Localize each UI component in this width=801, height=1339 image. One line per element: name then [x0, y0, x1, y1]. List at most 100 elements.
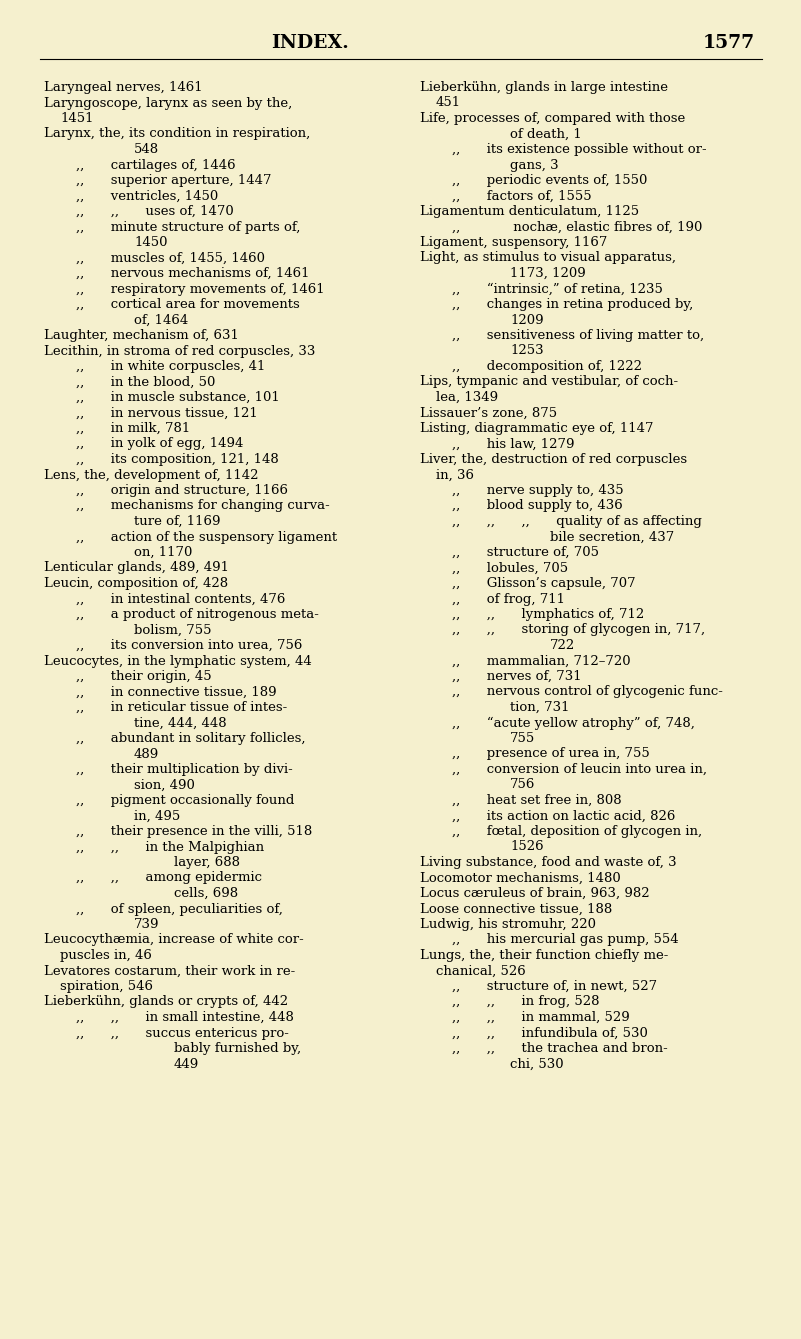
- Text: ,,  action of the suspensory ligament: ,, action of the suspensory ligament: [76, 530, 337, 544]
- Text: on, 1170: on, 1170: [134, 546, 192, 558]
- Text: puscles in, 46: puscles in, 46: [60, 949, 152, 961]
- Text: ,,  presence of urea in, 755: ,, presence of urea in, 755: [452, 747, 650, 761]
- Text: ,,  fœtal, deposition of glycogen in,: ,, fœtal, deposition of glycogen in,: [452, 825, 702, 838]
- Text: ,,  mammalian, 712–720: ,, mammalian, 712–720: [452, 655, 630, 668]
- Text: ,,  ,,  in frog, 528: ,, ,, in frog, 528: [452, 995, 599, 1008]
- Text: ,,  of spleen, peculiarities of,: ,, of spleen, peculiarities of,: [76, 902, 283, 916]
- Text: of death, 1: of death, 1: [510, 127, 582, 141]
- Text: Lissauer’s zone, 875: Lissauer’s zone, 875: [420, 407, 557, 419]
- Text: ,,  their origin, 45: ,, their origin, 45: [76, 670, 211, 683]
- Text: Liver, the, destruction of red corpuscles: Liver, the, destruction of red corpuscle…: [420, 453, 687, 466]
- Text: ,,  their presence in the villi, 518: ,, their presence in the villi, 518: [76, 825, 312, 838]
- Text: ,,  ,,  storing of glycogen in, 717,: ,, ,, storing of glycogen in, 717,: [452, 624, 705, 636]
- Text: 756: 756: [510, 778, 535, 791]
- Text: ,,  structure of, in newt, 527: ,, structure of, in newt, 527: [452, 980, 657, 994]
- Text: chi, 530: chi, 530: [510, 1058, 564, 1070]
- Text: ,,  respiratory movements of, 1461: ,, respiratory movements of, 1461: [76, 283, 324, 296]
- Text: Ludwig, his stromuhr, 220: Ludwig, his stromuhr, 220: [420, 919, 596, 931]
- Text: Laughter, mechanism of, 631: Laughter, mechanism of, 631: [44, 329, 239, 341]
- Text: ,,  nervous mechanisms of, 1461: ,, nervous mechanisms of, 1461: [76, 266, 309, 280]
- Text: Lens, the, development of, 1142: Lens, the, development of, 1142: [44, 469, 259, 482]
- Text: of, 1464: of, 1464: [134, 313, 188, 327]
- Text: Leucin, composition of, 428: Leucin, composition of, 428: [44, 577, 228, 590]
- Text: ,,  blood supply to, 436: ,, blood supply to, 436: [452, 499, 622, 513]
- Text: ture of, 1169: ture of, 1169: [134, 516, 220, 528]
- Text: Lecithin, in stroma of red corpuscles, 33: Lecithin, in stroma of red corpuscles, 3…: [44, 344, 316, 358]
- Text: ,,  abundant in solitary follicles,: ,, abundant in solitary follicles,: [76, 732, 305, 744]
- Text: 1577: 1577: [702, 33, 755, 52]
- Text: 755: 755: [510, 732, 535, 744]
- Text: bably furnished by,: bably furnished by,: [174, 1042, 301, 1055]
- Text: lea, 1349: lea, 1349: [436, 391, 498, 404]
- Text: 449: 449: [174, 1058, 199, 1070]
- Text: ,,  cortical area for movements: ,, cortical area for movements: [76, 299, 300, 311]
- Text: 1173, 1209: 1173, 1209: [510, 266, 586, 280]
- Text: ,,  his law, 1279: ,, his law, 1279: [452, 438, 574, 450]
- Text: spiration, 546: spiration, 546: [60, 980, 153, 994]
- Text: Life, processes of, compared with those: Life, processes of, compared with those: [420, 112, 685, 125]
- Text: ,,  its composition, 121, 148: ,, its composition, 121, 148: [76, 453, 279, 466]
- Text: 1451: 1451: [60, 112, 94, 125]
- Text: Listing, diagrammatic eye of, 1147: Listing, diagrammatic eye of, 1147: [420, 422, 654, 435]
- Text: in, 36: in, 36: [436, 469, 474, 482]
- Text: ,,  its action on lactic acid, 826: ,, its action on lactic acid, 826: [452, 810, 675, 822]
- Text: bolism, 755: bolism, 755: [134, 624, 211, 636]
- Text: layer, 688: layer, 688: [174, 856, 240, 869]
- Text: INDEX.: INDEX.: [271, 33, 349, 52]
- Text: ,,  superior aperture, 1447: ,, superior aperture, 1447: [76, 174, 272, 187]
- Text: in, 495: in, 495: [134, 810, 180, 822]
- Text: 451: 451: [436, 96, 461, 110]
- Text: ,,  ventricles, 1450: ,, ventricles, 1450: [76, 190, 218, 202]
- Text: tine, 444, 448: tine, 444, 448: [134, 716, 227, 730]
- Text: Lenticular glands, 489, 491: Lenticular glands, 489, 491: [44, 561, 229, 574]
- Text: Laryngeal nerves, 1461: Laryngeal nerves, 1461: [44, 80, 203, 94]
- Text: ,,  ,,  ,,  quality of as affecting: ,, ,, ,, quality of as affecting: [452, 516, 702, 528]
- Text: ,,  “intrinsic,” of retina, 1235: ,, “intrinsic,” of retina, 1235: [452, 283, 663, 296]
- Text: ,,  his mercurial gas pump, 554: ,, his mercurial gas pump, 554: [452, 933, 678, 947]
- Text: Locus cæruleus of brain, 963, 982: Locus cæruleus of brain, 963, 982: [420, 886, 650, 900]
- Text: ,,  ,,  the trachea and bron-: ,, ,, the trachea and bron-: [452, 1042, 668, 1055]
- Text: 1450: 1450: [134, 236, 167, 249]
- Text: ,,  ,,  in the Malpighian: ,, ,, in the Malpighian: [76, 841, 264, 853]
- Text: Ligament, suspensory, 1167: Ligament, suspensory, 1167: [420, 236, 607, 249]
- Text: ,,  cartilages of, 1446: ,, cartilages of, 1446: [76, 158, 235, 171]
- Text: Leucocytes, in the lymphatic system, 44: Leucocytes, in the lymphatic system, 44: [44, 655, 312, 668]
- Text: ,,  ,,  uses of, 1470: ,, ,, uses of, 1470: [76, 205, 234, 218]
- Text: ,,  conversion of leucin into urea in,: ,, conversion of leucin into urea in,: [452, 763, 707, 777]
- Text: cells, 698: cells, 698: [174, 886, 238, 900]
- Text: ,,  in the blood, 50: ,, in the blood, 50: [76, 375, 215, 388]
- Text: ,,  minute structure of parts of,: ,, minute structure of parts of,: [76, 221, 300, 233]
- Text: Leucocythæmia, increase of white cor-: Leucocythæmia, increase of white cor-: [44, 933, 304, 947]
- Text: 1526: 1526: [510, 841, 544, 853]
- Text: ,,  lobules, 705: ,, lobules, 705: [452, 561, 568, 574]
- Text: Larynx, the, its condition in respiration,: Larynx, the, its condition in respiratio…: [44, 127, 310, 141]
- Text: ,,  “acute yellow atrophy” of, 748,: ,, “acute yellow atrophy” of, 748,: [452, 716, 695, 730]
- Text: ,,  heat set free in, 808: ,, heat set free in, 808: [452, 794, 622, 807]
- Text: ,,  ,,  in small intestine, 448: ,, ,, in small intestine, 448: [76, 1011, 294, 1024]
- Text: 739: 739: [134, 919, 159, 931]
- Text: Lungs, the, their function chiefly me-: Lungs, the, their function chiefly me-: [420, 949, 668, 961]
- Text: ,,  factors of, 1555: ,, factors of, 1555: [452, 190, 592, 202]
- Text: ,,  ,,  in mammal, 529: ,, ,, in mammal, 529: [452, 1011, 630, 1024]
- Text: ,,  a product of nitrogenous meta-: ,, a product of nitrogenous meta-: [76, 608, 319, 621]
- Text: ,,  in milk, 781: ,, in milk, 781: [76, 422, 191, 435]
- Text: ,,  structure of, 705: ,, structure of, 705: [452, 546, 599, 558]
- Text: ,,  in yolk of egg, 1494: ,, in yolk of egg, 1494: [76, 438, 244, 450]
- Text: ,,  ,,  among epidermic: ,, ,, among epidermic: [76, 872, 262, 885]
- Text: ,,  ,,  infundibula of, 530: ,, ,, infundibula of, 530: [452, 1027, 648, 1039]
- Text: ,,  sensitiveness of living matter to,: ,, sensitiveness of living matter to,: [452, 329, 704, 341]
- Text: Levatores costarum, their work in re-: Levatores costarum, their work in re-: [44, 964, 296, 977]
- Text: ,,  nervous control of glycogenic func-: ,, nervous control of glycogenic func-: [452, 686, 723, 699]
- Text: ,,  ,,  succus entericus pro-: ,, ,, succus entericus pro-: [76, 1027, 289, 1039]
- Text: 722: 722: [550, 639, 575, 652]
- Text: ,,  in reticular tissue of intes-: ,, in reticular tissue of intes-: [76, 702, 288, 714]
- Text: Lieberkühn, glands in large intestine: Lieberkühn, glands in large intestine: [420, 80, 668, 94]
- Text: ,,  changes in retina produced by,: ,, changes in retina produced by,: [452, 299, 693, 311]
- Text: Lips, tympanic and vestibular, of coch-: Lips, tympanic and vestibular, of coch-: [420, 375, 678, 388]
- Text: Light, as stimulus to visual apparatus,: Light, as stimulus to visual apparatus,: [420, 252, 676, 265]
- Text: ,,  ,,  lymphatics of, 712: ,, ,, lymphatics of, 712: [452, 608, 644, 621]
- Text: ,,  decomposition of, 1222: ,, decomposition of, 1222: [452, 360, 642, 374]
- Text: ,,  muscles of, 1455, 1460: ,, muscles of, 1455, 1460: [76, 252, 265, 265]
- Text: ,,  of frog, 711: ,, of frog, 711: [452, 592, 565, 605]
- Text: ,,  their multiplication by divi-: ,, their multiplication by divi-: [76, 763, 292, 777]
